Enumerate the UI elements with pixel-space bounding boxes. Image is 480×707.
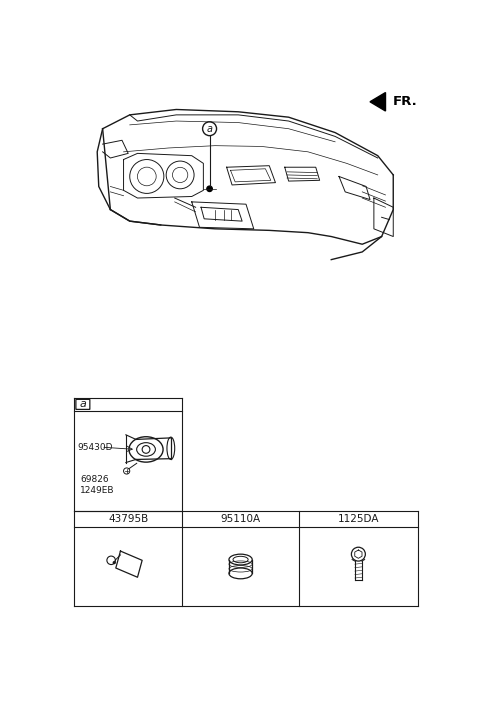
Circle shape	[207, 186, 212, 192]
Polygon shape	[370, 93, 385, 111]
Text: a: a	[79, 399, 86, 409]
Text: a: a	[206, 124, 213, 134]
Text: 43795B: 43795B	[108, 514, 148, 524]
Text: FR.: FR.	[393, 95, 418, 107]
Text: 69826
1249EB: 69826 1249EB	[80, 475, 115, 495]
Text: 95110A: 95110A	[220, 514, 261, 524]
Circle shape	[113, 561, 115, 563]
Text: 1125DA: 1125DA	[337, 514, 379, 524]
Text: 95430D: 95430D	[78, 443, 113, 452]
